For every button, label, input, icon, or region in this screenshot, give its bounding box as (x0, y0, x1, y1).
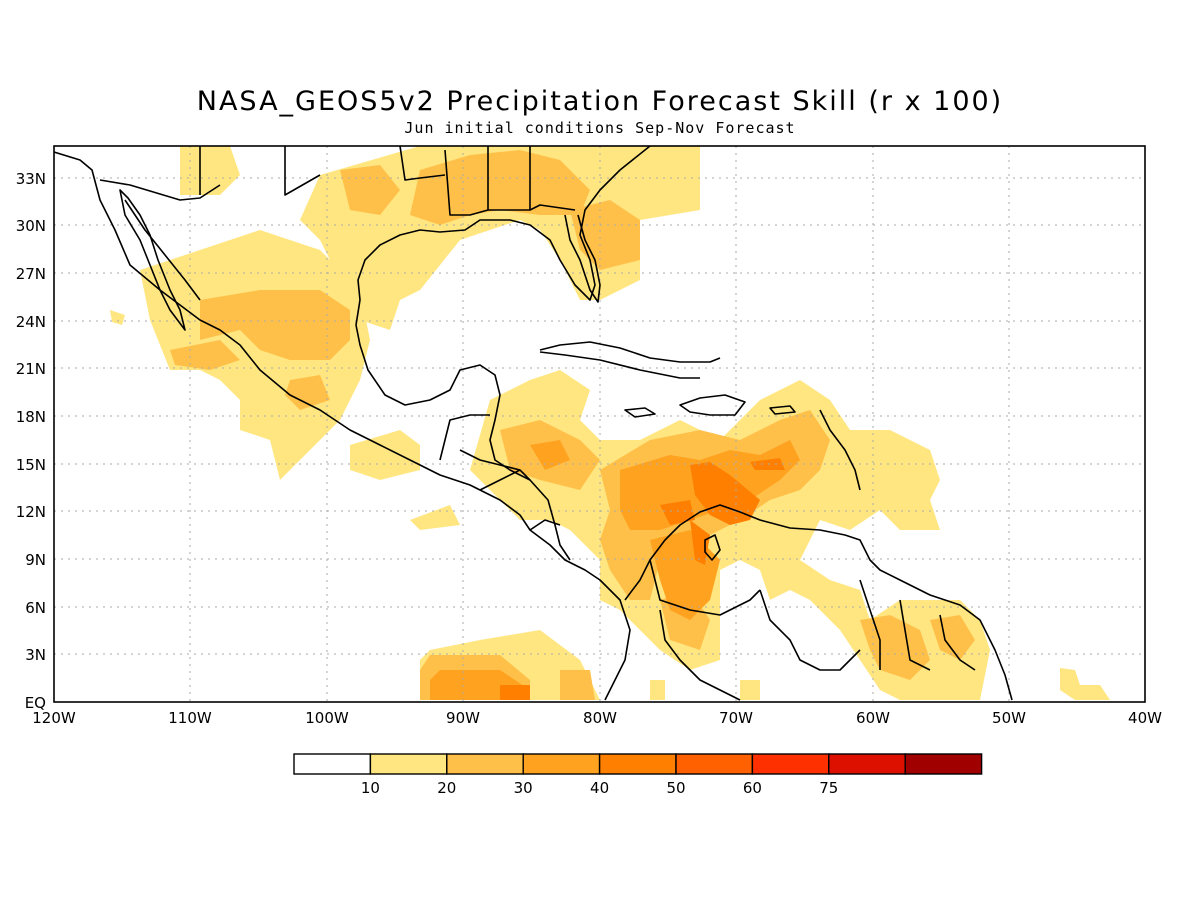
lon-label: 110W (168, 709, 212, 727)
lon-label: 60W (856, 709, 890, 727)
lat-label: 6N (25, 599, 46, 617)
skill-shading (110, 146, 1110, 700)
colorbar-swatch (675, 753, 754, 775)
colorbar-label: 30 (514, 779, 533, 797)
colorbar-label: 10 (361, 779, 380, 797)
colorbar-label: 60 (743, 779, 762, 797)
map-title: NASA_GEOS5v2 Precipitation Forecast Skil… (196, 86, 1004, 117)
lat-label: EQ (25, 694, 46, 712)
colorbar-label: 20 (437, 779, 456, 797)
coastlines (54, 146, 1013, 701)
lat-label: 21N (16, 360, 46, 378)
lon-label: 50W (992, 709, 1026, 727)
lon-label: 120W (32, 709, 76, 727)
colorbar-swatch (904, 753, 983, 775)
lon-label: 80W (583, 709, 617, 727)
lat-label: 30N (16, 217, 46, 235)
colorbar-swatch (369, 753, 448, 775)
colorbar-swatch (522, 753, 601, 775)
lat-tick-labels: EQ 3N 6N 9N 12N 15N 18N 21N 24N 27N 30N … (16, 170, 46, 712)
colorbar-swatch (446, 753, 524, 775)
colorbar-swatch (828, 753, 906, 775)
colorbar-swatch (751, 753, 830, 775)
lat-label: 18N (16, 408, 46, 426)
lat-label: 33N (16, 170, 46, 188)
lat-label: 24N (16, 313, 46, 331)
colorbar-label: 75 (819, 779, 838, 797)
colorbar-swatch (598, 753, 677, 775)
lon-tick-labels: 120W 110W 100W 90W 80W 70W 60W 50W 40W (32, 709, 1162, 727)
lon-label: 90W (446, 709, 480, 727)
lat-label: 12N (16, 503, 46, 521)
colorbar-label: 40 (590, 779, 609, 797)
map-subtitle: Jun initial conditions Sep-Nov Forecast (404, 119, 796, 137)
colorbar-swatch (293, 753, 372, 775)
lon-label: 100W (305, 709, 349, 727)
lat-label: 15N (16, 456, 46, 474)
lat-lon-grid (54, 146, 1145, 702)
colorbar: 10 20 30 40 50 60 75 (293, 753, 983, 797)
lat-label: 3N (25, 646, 46, 664)
colorbar-label: 50 (666, 779, 685, 797)
lon-label: 40W (1128, 709, 1162, 727)
map-frame (53, 145, 1146, 703)
lon-label: 70W (719, 709, 753, 727)
lat-label: 27N (16, 265, 46, 283)
lat-label: 9N (25, 551, 46, 569)
